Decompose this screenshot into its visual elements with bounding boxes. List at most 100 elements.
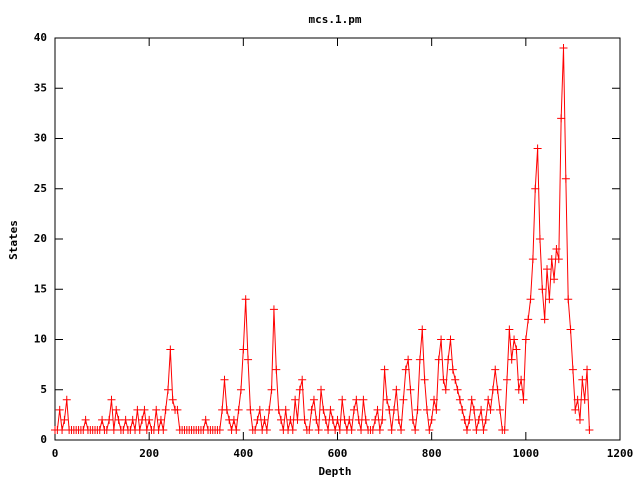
point-marker [521, 335, 530, 344]
point-marker [168, 395, 177, 404]
point-marker [286, 415, 295, 424]
y-axis-label: States [7, 220, 20, 260]
point-marker [81, 415, 90, 424]
point-marker [128, 415, 137, 424]
point-marker [312, 415, 321, 424]
chart-title: mcs.1.pm [309, 13, 362, 26]
point-marker [561, 174, 570, 183]
point-marker [239, 345, 248, 354]
y-tick-label: 15 [34, 282, 47, 295]
point-marker [493, 385, 502, 394]
point-marker [114, 415, 123, 424]
x-tick-label: 400 [233, 447, 253, 460]
point-marker [554, 255, 563, 264]
point-marker [573, 395, 582, 404]
point-marker [229, 415, 238, 424]
point-marker [373, 405, 382, 414]
point-marker [397, 425, 406, 434]
x-tick-label: 1000 [513, 447, 540, 460]
point-marker [446, 335, 455, 344]
point-marker [387, 425, 396, 434]
point-marker [359, 395, 368, 404]
point-marker [543, 265, 552, 274]
point-marker [173, 405, 182, 414]
x-axis-label: Depth [318, 465, 351, 478]
point-marker [253, 415, 262, 424]
point-marker [531, 184, 540, 193]
point-marker [524, 315, 533, 324]
point-marker [152, 405, 161, 414]
point-marker [486, 405, 495, 414]
point-marker [375, 425, 384, 434]
x-tick-label: 0 [52, 447, 59, 460]
point-marker [298, 375, 307, 384]
point-marker [347, 425, 356, 434]
point-marker [307, 405, 316, 414]
point-marker [140, 405, 149, 414]
point-marker [422, 405, 431, 414]
point-marker [255, 405, 264, 414]
point-marker [390, 405, 398, 414]
point-marker [109, 425, 118, 434]
point-marker [333, 415, 342, 424]
point-marker [272, 365, 281, 374]
point-marker [352, 395, 361, 404]
point-marker [288, 425, 297, 434]
y-tick-label: 40 [34, 31, 47, 44]
point-marker [571, 405, 580, 414]
point-marker [547, 255, 556, 264]
point-marker [380, 365, 389, 374]
point-marker [557, 114, 566, 123]
point-marker [102, 425, 111, 434]
point-marker [404, 355, 413, 364]
point-marker [479, 425, 488, 434]
point-marker [361, 415, 370, 424]
point-marker [55, 405, 64, 414]
point-marker [535, 235, 544, 243]
point-marker [378, 415, 387, 424]
point-marker [455, 395, 464, 404]
point-marker [568, 365, 577, 374]
point-marker [251, 425, 260, 434]
point-marker [295, 385, 304, 394]
point-marker [444, 355, 453, 364]
point-marker [291, 395, 300, 404]
point-marker [324, 425, 333, 434]
x-tick-label: 200 [139, 447, 159, 460]
point-marker [236, 385, 245, 394]
point-marker [458, 405, 467, 414]
point-marker [215, 425, 224, 434]
point-marker [138, 415, 147, 424]
point-marker [98, 415, 107, 424]
point-marker [578, 375, 587, 384]
point-marker [309, 395, 318, 404]
point-marker [427, 415, 436, 424]
point-marker [335, 425, 344, 434]
point-marker [156, 415, 165, 424]
point-marker [371, 415, 380, 424]
point-marker [135, 425, 144, 434]
data-line [55, 48, 590, 431]
y-tick-label: 10 [34, 333, 47, 346]
point-marker [260, 415, 269, 424]
point-marker [392, 385, 401, 394]
point-marker [164, 385, 172, 394]
point-marker [451, 375, 460, 384]
y-tick-label: 20 [34, 232, 47, 245]
point-marker [354, 415, 363, 424]
point-marker [413, 405, 422, 414]
point-marker [368, 425, 377, 434]
point-marker [441, 385, 450, 394]
point-marker [232, 425, 241, 434]
point-marker [326, 405, 335, 414]
point-marker [112, 405, 121, 414]
point-marker [201, 415, 210, 424]
point-marker [133, 405, 142, 414]
point-marker [526, 295, 535, 304]
point-marker [319, 405, 328, 414]
point-marker [357, 425, 366, 434]
y-tick-label: 0 [40, 433, 47, 446]
point-marker [220, 375, 229, 384]
point-marker [408, 415, 417, 424]
point-marker [305, 425, 314, 434]
